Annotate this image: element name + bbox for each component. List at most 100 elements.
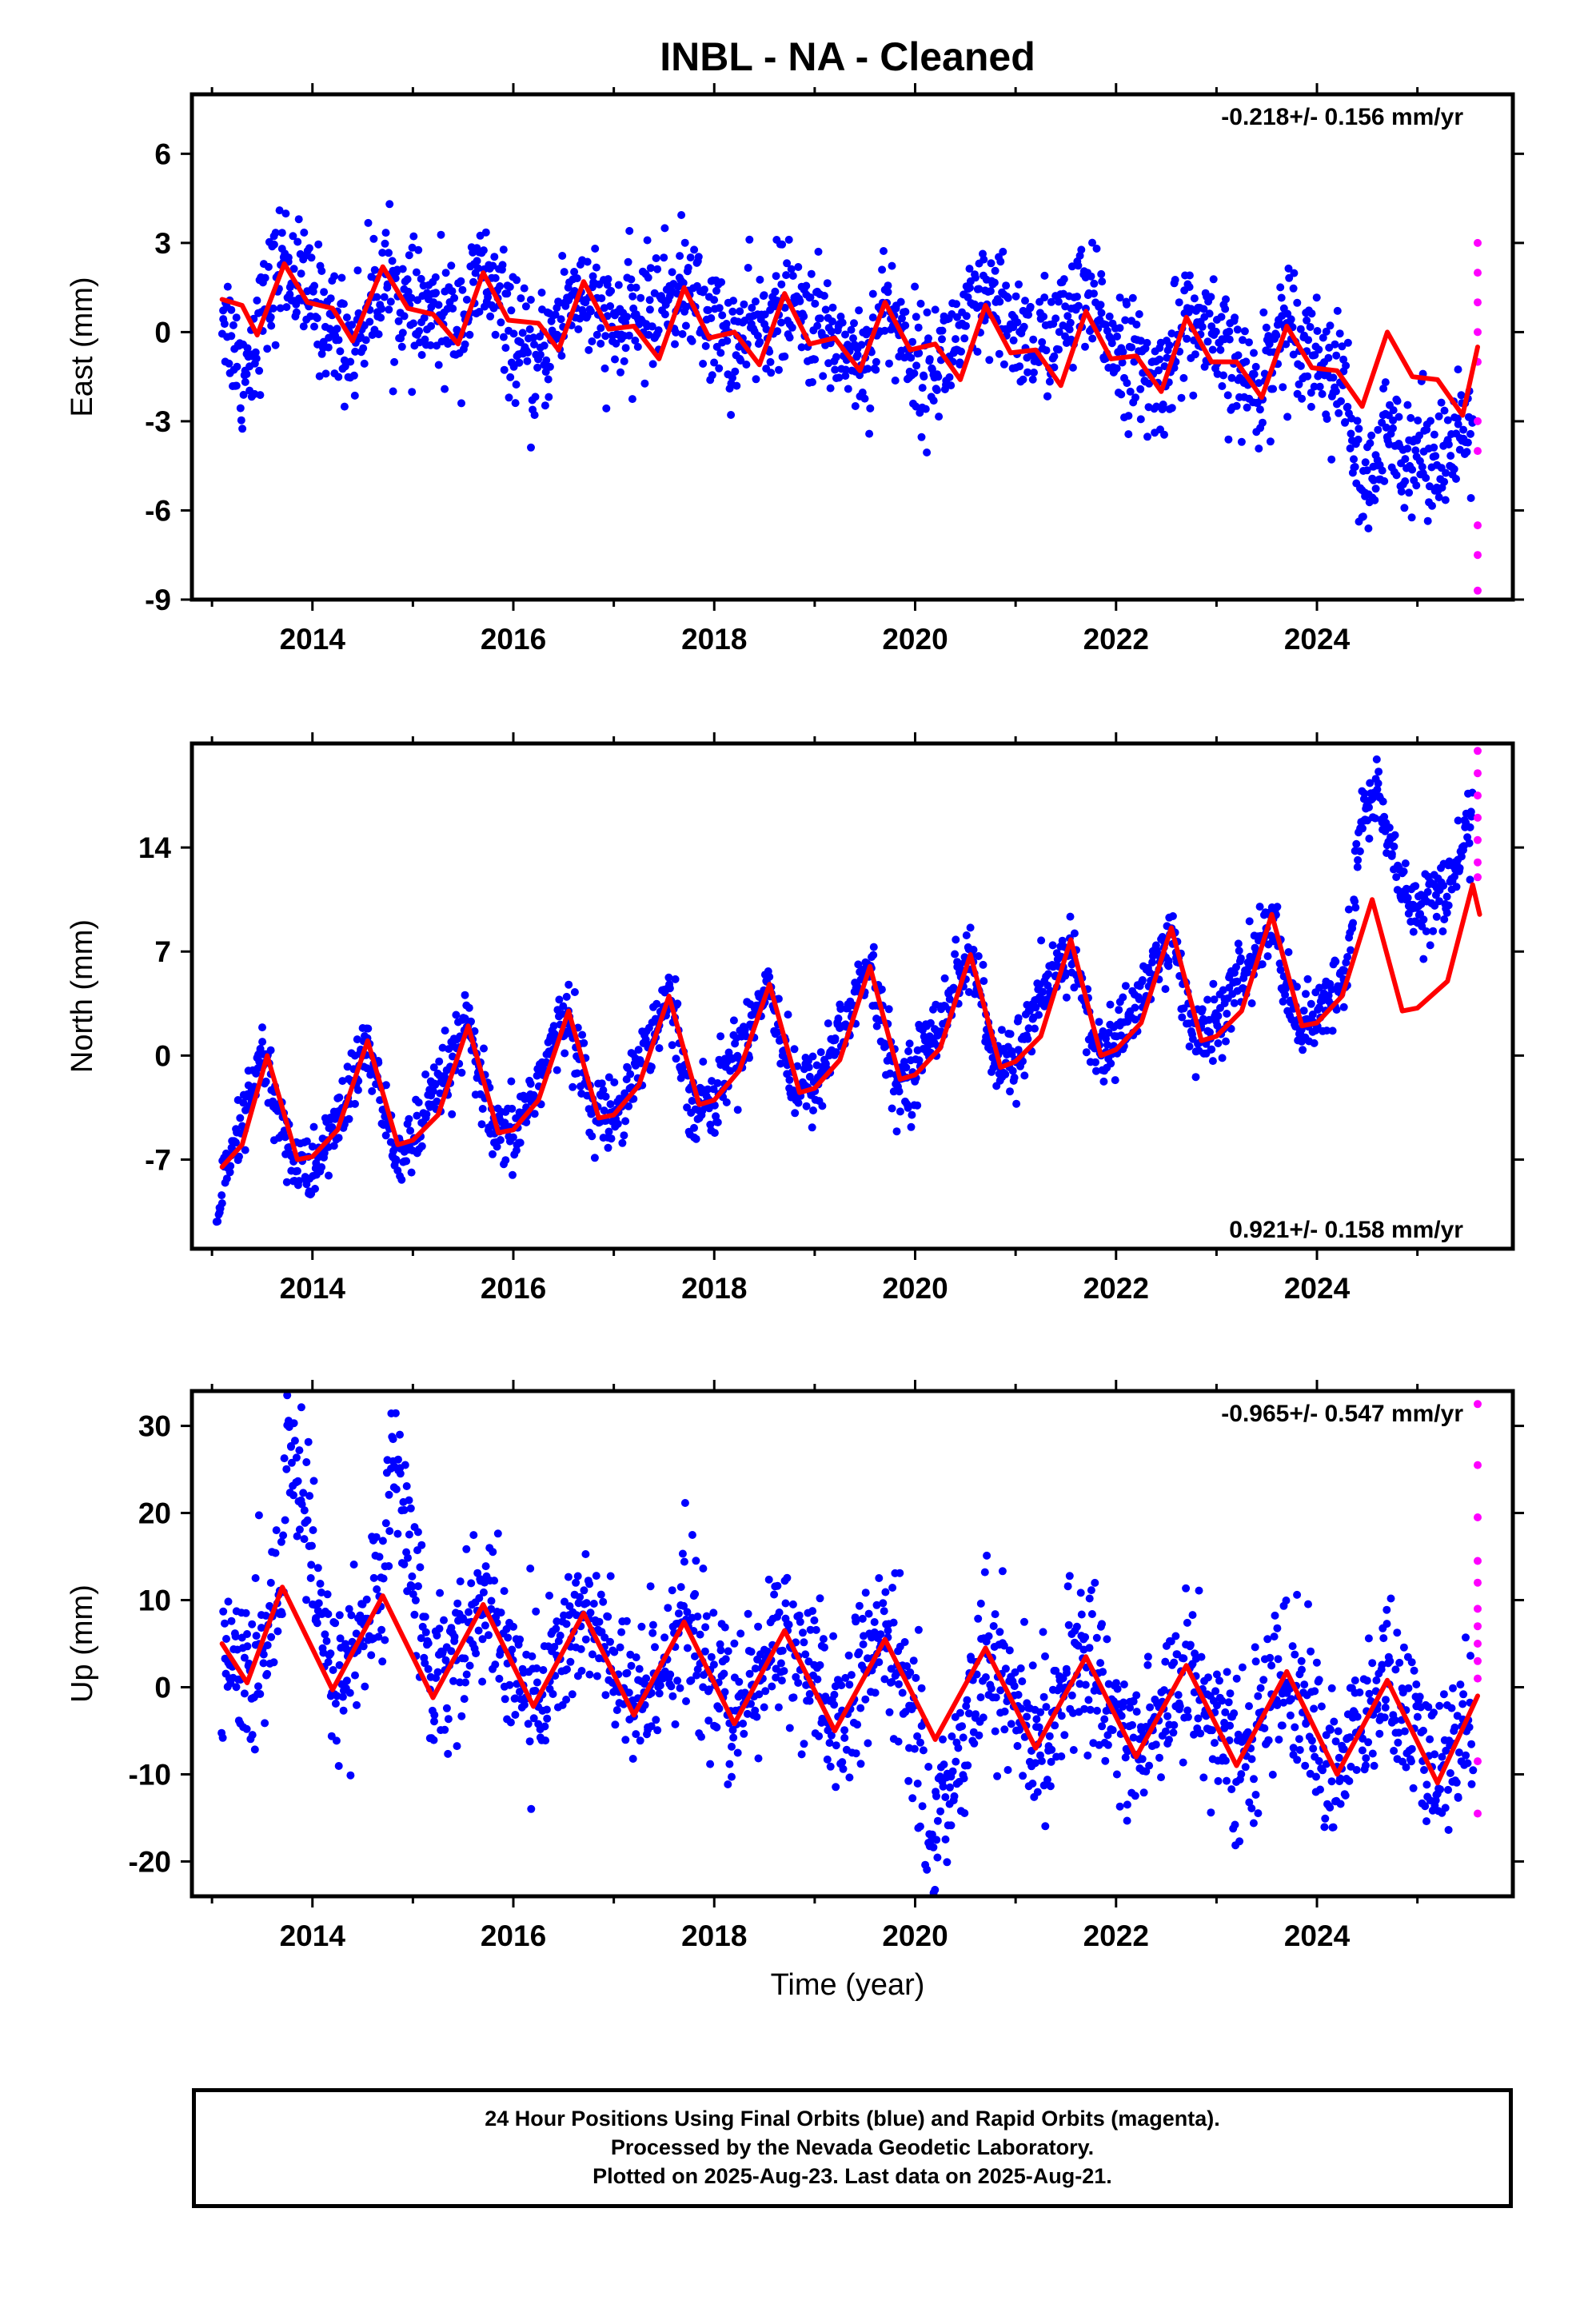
final-orbit-point bbox=[396, 1431, 404, 1439]
final-orbit-point bbox=[935, 413, 943, 421]
final-orbit-point bbox=[587, 1608, 595, 1616]
final-orbit-point bbox=[1029, 376, 1037, 384]
final-orbit-point bbox=[1123, 379, 1131, 387]
final-orbit-point bbox=[1438, 399, 1446, 407]
final-orbit-point bbox=[229, 321, 237, 329]
final-orbit-point bbox=[478, 1120, 486, 1128]
final-orbit-point bbox=[1227, 1785, 1235, 1793]
final-orbit-point bbox=[866, 405, 874, 413]
final-orbit-point bbox=[1014, 1742, 1022, 1750]
final-orbit-point bbox=[577, 1645, 585, 1653]
final-orbit-point bbox=[1012, 1100, 1020, 1108]
final-orbit-point bbox=[1195, 1587, 1203, 1595]
final-orbit-point bbox=[632, 284, 640, 292]
final-orbit-point bbox=[607, 287, 615, 295]
final-orbit-point bbox=[1179, 1654, 1187, 1662]
final-orbit-point bbox=[501, 344, 509, 352]
final-orbit-point bbox=[628, 395, 636, 403]
final-orbit-point bbox=[1165, 1736, 1173, 1744]
final-orbit-point bbox=[869, 951, 877, 959]
final-orbit-point bbox=[1329, 373, 1337, 381]
final-orbit-point bbox=[754, 1623, 762, 1631]
final-orbit-point bbox=[845, 1652, 853, 1660]
final-orbit-point bbox=[692, 1135, 700, 1143]
final-orbit-point bbox=[837, 1681, 845, 1689]
final-orbit-point bbox=[1290, 269, 1298, 277]
final-orbit-point bbox=[337, 274, 345, 282]
final-orbit-point bbox=[593, 331, 601, 339]
final-orbit-point bbox=[1207, 1808, 1215, 1816]
rapid-orbit-point bbox=[1474, 814, 1482, 822]
final-orbit-point bbox=[385, 1491, 393, 1499]
final-orbit-point bbox=[1186, 272, 1194, 280]
final-orbit-point bbox=[1283, 413, 1291, 421]
final-orbit-point bbox=[324, 1590, 332, 1598]
final-orbit-point bbox=[504, 1634, 512, 1642]
final-orbit-point bbox=[679, 330, 687, 338]
final-orbit-point bbox=[886, 1708, 894, 1716]
final-orbit-point bbox=[1169, 912, 1177, 920]
final-orbit-point bbox=[436, 1589, 444, 1597]
final-orbit-point bbox=[371, 266, 379, 274]
final-orbit-point bbox=[977, 1693, 985, 1701]
final-orbit-point bbox=[941, 1793, 949, 1801]
final-orbit-point bbox=[322, 369, 330, 377]
final-orbit-point bbox=[723, 337, 731, 345]
final-orbit-point bbox=[918, 433, 926, 441]
final-orbit-point bbox=[417, 1541, 425, 1549]
final-orbit-point bbox=[1199, 1005, 1207, 1013]
final-orbit-point bbox=[981, 1569, 989, 1577]
final-orbit-point bbox=[1009, 1067, 1017, 1075]
final-orbit-point bbox=[1265, 1736, 1273, 1744]
final-orbit-point bbox=[1426, 941, 1434, 949]
final-orbit-point bbox=[408, 1169, 416, 1177]
final-orbit-point bbox=[1411, 882, 1419, 890]
final-orbit-point bbox=[1279, 1721, 1287, 1729]
final-orbit-point bbox=[752, 1713, 760, 1721]
final-orbit-point bbox=[1219, 372, 1227, 380]
final-orbit-point bbox=[673, 1676, 681, 1684]
final-orbit-point bbox=[267, 313, 275, 321]
final-orbit-point bbox=[528, 1652, 536, 1660]
rapid-orbit-point bbox=[1474, 859, 1482, 867]
final-orbit-point bbox=[381, 240, 389, 248]
final-orbit-point bbox=[1027, 303, 1035, 311]
final-orbit-point bbox=[668, 1692, 676, 1700]
final-orbit-point bbox=[526, 1565, 534, 1573]
final-orbit-point bbox=[1040, 272, 1048, 280]
final-orbit-point bbox=[255, 1511, 263, 1519]
final-orbit-point bbox=[795, 1099, 803, 1107]
final-orbit-point bbox=[258, 1023, 266, 1031]
final-orbit-point bbox=[879, 1599, 887, 1607]
final-orbit-point bbox=[1428, 502, 1436, 510]
final-orbit-point bbox=[347, 1611, 355, 1619]
final-orbit-point bbox=[1231, 1821, 1239, 1829]
final-orbit-point bbox=[436, 1624, 444, 1632]
final-orbit-point bbox=[1297, 362, 1305, 370]
final-orbit-point bbox=[798, 1750, 806, 1758]
final-orbit-point bbox=[682, 322, 690, 330]
final-orbit-point bbox=[293, 1453, 301, 1461]
final-orbit-point bbox=[1168, 404, 1176, 412]
rapid-orbit-point bbox=[1474, 836, 1482, 844]
final-orbit-point bbox=[995, 297, 1003, 305]
final-orbit-point bbox=[812, 1626, 820, 1634]
final-orbit-point bbox=[1152, 1740, 1160, 1748]
final-orbit-point bbox=[345, 1115, 353, 1123]
final-orbit-point bbox=[699, 1058, 707, 1066]
final-orbit-point bbox=[1354, 863, 1362, 871]
final-orbit-point bbox=[1031, 1025, 1039, 1033]
final-orbit-point bbox=[1171, 276, 1179, 284]
final-orbit-point bbox=[1074, 261, 1082, 269]
final-orbit-point bbox=[317, 1580, 325, 1588]
final-orbit-point bbox=[1087, 1706, 1095, 1714]
final-orbit-point bbox=[910, 1656, 918, 1664]
final-orbit-point bbox=[219, 1608, 227, 1616]
final-orbit-point bbox=[330, 273, 338, 281]
final-orbit-point bbox=[616, 1644, 624, 1652]
final-orbit-point bbox=[414, 1582, 422, 1590]
final-orbit-point bbox=[385, 249, 393, 257]
final-orbit-point bbox=[820, 292, 828, 300]
final-orbit-point bbox=[1227, 1689, 1235, 1697]
final-orbit-point bbox=[628, 1662, 636, 1670]
